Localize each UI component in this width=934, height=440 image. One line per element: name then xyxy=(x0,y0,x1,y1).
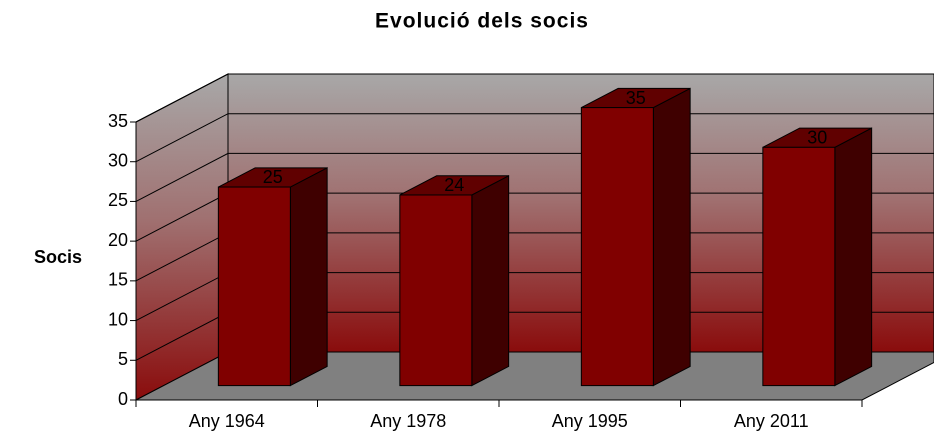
y-tick-label: 0 xyxy=(118,389,128,409)
x-tick-label: Any 1978 xyxy=(370,411,446,431)
grid-line xyxy=(135,73,934,123)
data-label: 30 xyxy=(807,127,827,147)
grid-line xyxy=(135,113,934,163)
y-axis-label: Socis xyxy=(34,247,82,267)
bar-side xyxy=(289,167,328,387)
x-tick-label: Any 1995 xyxy=(552,411,628,431)
plot: 0 5 10 15 20 25 30 35 Any 1964 25 Any 1978 24 Any 19… xyxy=(108,73,934,431)
data-label: 35 xyxy=(626,88,646,108)
chart-title: Evolució dels socis xyxy=(375,10,589,33)
y-tick-label: 25 xyxy=(108,190,128,210)
grid-line xyxy=(135,152,934,202)
x-tick-label: Any 2011 xyxy=(734,411,809,431)
y-tick-label: 5 xyxy=(118,349,128,369)
side-wall xyxy=(135,73,229,401)
bar xyxy=(580,107,654,387)
x-tick-label: Any 1964 xyxy=(189,411,265,431)
y-tick-label: 30 xyxy=(108,150,128,170)
bar xyxy=(217,186,291,387)
y-tick-label: 15 xyxy=(108,270,128,290)
data-label: 25 xyxy=(263,167,283,187)
y-tick-label: 20 xyxy=(108,230,128,250)
y-tick-label: 35 xyxy=(108,111,128,131)
bar xyxy=(399,194,473,387)
data-label: 24 xyxy=(444,175,464,195)
bar-side xyxy=(471,174,510,387)
bar xyxy=(762,146,836,387)
bar-side xyxy=(834,127,873,387)
y-tick-label: 10 xyxy=(108,309,128,329)
bar-side xyxy=(652,87,691,387)
